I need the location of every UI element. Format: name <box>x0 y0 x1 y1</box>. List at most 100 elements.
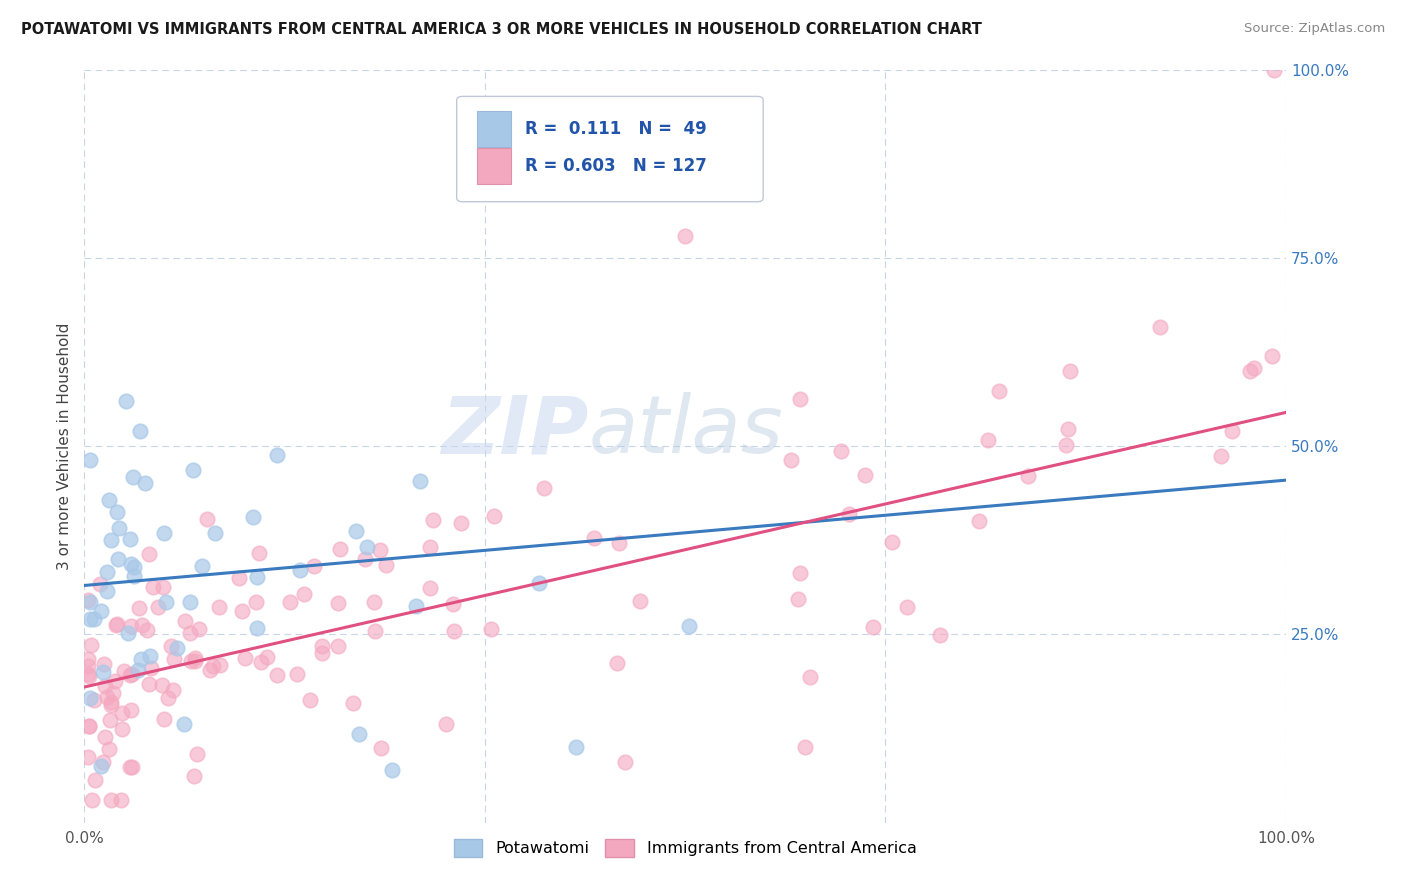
Point <box>409 474 432 488</box>
Point <box>83 692 105 706</box>
Point <box>118 532 141 546</box>
Point <box>628 594 651 608</box>
Point <box>76 593 98 607</box>
Point <box>201 659 224 673</box>
Point <box>381 763 404 777</box>
Point <box>121 760 143 774</box>
Point <box>134 475 156 490</box>
Point <box>208 599 231 614</box>
Point <box>533 481 555 495</box>
Point <box>799 670 821 684</box>
Point <box>83 772 105 787</box>
Point <box>181 462 204 476</box>
Point <box>838 508 860 522</box>
Legend: Potawatomi, Immigrants from Central America: Potawatomi, Immigrants from Central Amer… <box>447 832 922 863</box>
Point <box>419 540 441 554</box>
Point <box>606 656 628 670</box>
Point <box>441 597 464 611</box>
Point <box>228 571 250 585</box>
Point <box>197 512 219 526</box>
Point <box>266 667 288 681</box>
Point <box>100 698 122 713</box>
Point <box>107 551 129 566</box>
Point <box>117 626 139 640</box>
Point <box>375 558 398 572</box>
Point <box>136 623 159 637</box>
Point <box>120 704 142 718</box>
Point <box>76 658 98 673</box>
Point <box>368 542 391 557</box>
Point <box>1059 364 1081 378</box>
Point <box>786 591 808 606</box>
Point <box>98 741 121 756</box>
Point <box>139 649 162 664</box>
Point <box>122 569 145 583</box>
Point <box>780 452 803 467</box>
Point <box>110 793 132 807</box>
Point <box>148 599 170 614</box>
Point <box>166 641 188 656</box>
Point <box>80 639 103 653</box>
Point <box>93 730 115 744</box>
Point <box>96 690 118 705</box>
Point <box>1149 320 1171 334</box>
Point <box>896 599 918 614</box>
Point <box>89 577 111 591</box>
Point <box>183 650 205 665</box>
Point <box>179 626 201 640</box>
Point <box>862 619 884 633</box>
Point <box>311 646 333 660</box>
Point <box>987 384 1010 399</box>
Point <box>290 562 312 576</box>
Point <box>231 604 253 618</box>
Point <box>96 566 118 580</box>
Point <box>188 622 211 636</box>
Point <box>326 597 349 611</box>
Point <box>157 690 180 705</box>
Point <box>97 493 120 508</box>
FancyBboxPatch shape <box>477 148 510 185</box>
Point <box>613 756 636 770</box>
Point <box>299 693 322 707</box>
Point <box>138 676 160 690</box>
Point <box>100 793 122 807</box>
Point <box>186 747 208 761</box>
Point <box>121 470 143 484</box>
Point <box>112 665 135 679</box>
Point <box>79 719 101 733</box>
Text: ZIP: ZIP <box>441 392 589 470</box>
Point <box>450 516 472 531</box>
Point <box>107 521 129 535</box>
Point <box>328 640 350 654</box>
Point <box>1243 361 1265 376</box>
Point <box>128 601 150 615</box>
Point <box>311 639 333 653</box>
Point <box>484 509 506 524</box>
Text: Source: ZipAtlas.com: Source: ZipAtlas.com <box>1244 22 1385 36</box>
Point <box>1261 349 1284 363</box>
Point <box>100 533 122 548</box>
Point <box>242 509 264 524</box>
Point <box>173 716 195 731</box>
Point <box>1220 424 1243 438</box>
Point <box>204 525 226 540</box>
Point <box>422 513 444 527</box>
Point <box>342 696 364 710</box>
Point <box>98 713 121 727</box>
Point <box>152 580 174 594</box>
Point <box>153 525 176 540</box>
Point <box>233 650 256 665</box>
Point <box>789 392 811 406</box>
Point <box>163 651 186 665</box>
Point <box>90 604 112 618</box>
Point <box>150 678 173 692</box>
Point <box>529 575 551 590</box>
Point <box>364 624 387 638</box>
Point <box>77 719 100 733</box>
Point <box>208 658 231 673</box>
Point <box>1054 438 1077 452</box>
Point <box>246 570 269 584</box>
Point <box>120 619 142 633</box>
Point <box>405 599 427 614</box>
Point <box>131 651 153 665</box>
